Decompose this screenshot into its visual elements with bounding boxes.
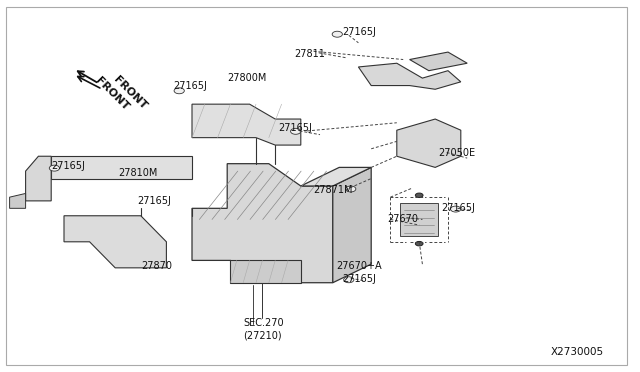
Circle shape [344,277,354,283]
Circle shape [49,165,60,171]
Circle shape [291,128,301,134]
Polygon shape [230,260,301,283]
Text: 27670: 27670 [387,215,418,224]
Circle shape [346,186,356,192]
Polygon shape [10,193,26,208]
Text: SEC.270
(27210): SEC.270 (27210) [243,318,284,340]
Text: 27165J: 27165J [51,161,85,170]
Text: 27165J: 27165J [442,203,476,213]
Polygon shape [358,63,461,89]
Polygon shape [192,104,301,145]
Circle shape [332,31,342,37]
Text: 27165J: 27165J [173,81,207,90]
Text: 27810M: 27810M [118,168,158,178]
Polygon shape [333,167,371,283]
Text: 27165J: 27165J [342,274,376,284]
Text: 27165J: 27165J [138,196,172,206]
Polygon shape [192,164,333,283]
Polygon shape [26,156,51,201]
Text: 27870: 27870 [141,261,172,271]
Text: FRONT: FRONT [112,74,149,112]
Circle shape [174,88,184,94]
Polygon shape [410,52,467,71]
Text: 27811: 27811 [294,49,325,59]
Text: FRONT: FRONT [93,75,131,112]
Circle shape [415,241,423,246]
Text: 27670+A: 27670+A [336,261,381,271]
Text: 27800M: 27800M [227,73,267,83]
Polygon shape [64,216,166,268]
Text: 27165J: 27165J [278,124,312,133]
Polygon shape [400,203,438,236]
Text: 27165J: 27165J [342,27,376,36]
Circle shape [451,206,461,212]
Text: 27871M: 27871M [314,185,353,195]
Polygon shape [301,167,371,186]
Text: 27050E: 27050E [438,148,476,157]
Text: X2730005: X2730005 [550,347,604,356]
Polygon shape [51,156,192,179]
Polygon shape [397,119,461,167]
Circle shape [415,193,423,198]
